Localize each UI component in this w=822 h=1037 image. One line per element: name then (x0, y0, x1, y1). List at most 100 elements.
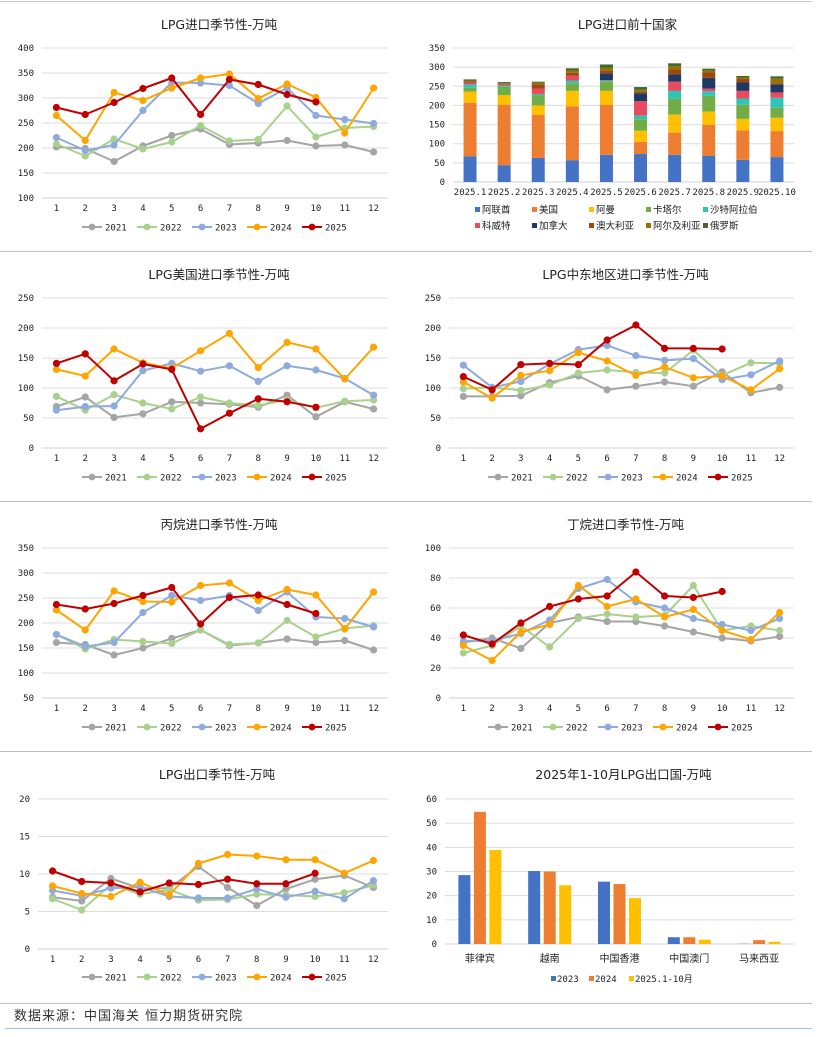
series-line-2021 (56, 128, 374, 163)
bar-segment (599, 81, 613, 91)
data-point-2025 (81, 110, 89, 119)
y-tick-label: 200 (18, 619, 34, 629)
chart-title: 丙烷进口季节性-万吨 (160, 517, 278, 532)
legend-label: 澳大利亚 (596, 220, 635, 232)
data-point-2023 (225, 362, 234, 370)
data-point-2025 (52, 359, 61, 367)
data-point-2022 (312, 133, 320, 141)
data-point-2022 (168, 639, 176, 648)
x-tick-label: 9 (283, 955, 288, 965)
legend-label: 2023 (215, 474, 237, 484)
data-point-2021 (110, 157, 118, 166)
x-tick-label: 12 (368, 955, 379, 965)
x-tick-label: 12 (368, 204, 379, 214)
legend-label: 2025 (731, 724, 753, 734)
data-point-2022 (340, 889, 348, 897)
bar (473, 811, 486, 944)
x-tick-label: 12 (774, 454, 785, 464)
data-point-2025 (168, 74, 176, 82)
y-tick-label: 40 (430, 634, 441, 644)
chart-title: 2025年1-10月LPG出口国-万吨 (535, 767, 712, 782)
data-point-2021 (689, 382, 697, 390)
bar-segment (565, 160, 579, 182)
y-tick-label: 150 (18, 644, 34, 654)
y-tick-label: 400 (18, 44, 34, 54)
y-tick-label: 40 (426, 843, 437, 853)
bar-segment (531, 105, 545, 115)
x-tick-label: 菲律宾 (465, 952, 495, 965)
data-point-2021 (776, 632, 784, 641)
x-tick-label: 7 (633, 704, 638, 714)
data-point-2023 (168, 591, 176, 600)
bar-segment (702, 70, 716, 73)
chart-title: LPG中东地区进口季节性-万吨 (542, 267, 709, 282)
legend-label: 2022 (160, 724, 182, 734)
x-tick-label: 11 (339, 454, 350, 464)
chart-lpg-import-seasonal: LPG进口季节性-万吨 100 150 200 250 300 350 400 1 2 3 4 5 6 7 8… (0, 0, 411, 250)
bar-segment (668, 66, 682, 70)
y-tick-label: 100 (18, 384, 34, 394)
chart-title: LPG美国进口季节性-万吨 (148, 267, 290, 282)
bar-segment (565, 83, 579, 91)
data-point-2021 (52, 638, 61, 647)
data-point-2023 (341, 614, 349, 623)
x-tick-label: 2 (83, 704, 88, 714)
legend-label: 2022 (566, 474, 588, 484)
x-tick-label: 9 (284, 454, 289, 464)
separator (0, 1003, 812, 1004)
data-point-2023 (196, 367, 205, 375)
series-line-2024 (55, 582, 375, 631)
legend-label: 俄罗斯 (710, 220, 739, 232)
bar-segment (736, 98, 750, 105)
y-tick-label: 50 (426, 819, 437, 829)
y-tick-label: 0 (29, 444, 34, 454)
data-point-2023 (139, 106, 147, 115)
bar-segment (531, 84, 545, 89)
data-point-2022 (747, 359, 755, 367)
data-point-2024 (341, 625, 349, 633)
bar-segment (634, 89, 648, 92)
legend-label: 2024 (270, 974, 292, 984)
separator (0, 751, 812, 752)
data-point-2023 (661, 356, 669, 364)
legend-marker-2024 (659, 723, 667, 731)
y-tick-label: 150 (429, 121, 445, 131)
x-tick-label: 4 (140, 204, 145, 214)
x-tick-label: 2025.8 (692, 188, 725, 198)
legend-marker-2024 (253, 223, 261, 231)
legend-label: 2021 (105, 974, 127, 984)
x-tick-label: 2025.2 (488, 188, 521, 198)
legend-marker-2024 (659, 473, 667, 481)
series-line-2022 (56, 105, 374, 157)
data-point-2023 (603, 575, 611, 584)
bar-segment (531, 93, 545, 96)
data-point-2023 (747, 626, 755, 635)
data-point-2024 (312, 591, 320, 599)
data-point-2024 (661, 363, 669, 371)
y-tick-label: 350 (18, 544, 34, 554)
data-point-2025 (689, 344, 697, 352)
legend-label: 2025 (325, 474, 347, 484)
data-point-2022 (546, 643, 554, 651)
data-point-2024 (718, 626, 726, 635)
legend-label: 2021 (105, 724, 127, 734)
legend-label: 阿尔及利亚 (653, 220, 701, 232)
x-tick-label: 8 (662, 704, 667, 714)
bar-segment (668, 90, 682, 99)
data-point-2023 (747, 371, 755, 379)
bar-segment (565, 90, 579, 107)
data-point-2025 (603, 336, 611, 344)
legend-label: 阿曼 (596, 205, 616, 216)
data-point-2025 (225, 409, 234, 417)
y-tick-label: 50 (23, 414, 34, 424)
data-point-2023 (603, 341, 611, 349)
data-point-2024 (136, 878, 144, 886)
data-point-2022 (110, 391, 118, 399)
data-point-2021 (718, 634, 726, 642)
x-tick-label: 6 (604, 704, 609, 714)
x-tick-label: 11 (339, 204, 350, 214)
data-point-2024 (459, 641, 467, 650)
data-point-2024 (225, 579, 234, 587)
data-point-2023 (196, 596, 205, 605)
data-point-2021 (253, 901, 261, 910)
